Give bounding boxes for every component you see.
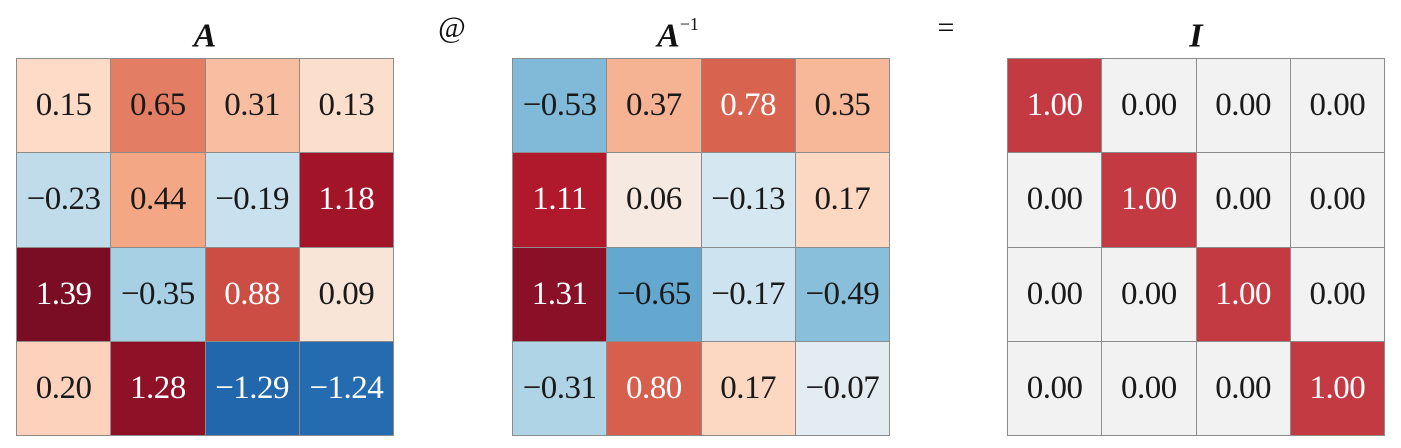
heatmap-cell: 0.00 — [1290, 247, 1385, 342]
heatmap-cell: 1.11 — [513, 153, 608, 248]
heatmap-cell: 1.00 — [1196, 247, 1291, 342]
title-a: A — [194, 6, 217, 54]
heatmap-cell: 1.28 — [111, 341, 206, 436]
heatmap-cell: 0.06 — [607, 153, 702, 248]
heatmap-cell: 0.00 — [1196, 153, 1291, 248]
heatmap-cell: 0.00 — [1008, 341, 1103, 436]
heatmap-cell: 0.65 — [111, 59, 206, 154]
heatmap-cell: 0.00 — [1196, 59, 1291, 154]
heatmap-cell: 0.00 — [1008, 153, 1103, 248]
title-identity: I — [1189, 6, 1202, 54]
heatmap-cell: 1.00 — [1008, 59, 1103, 154]
heatmap-cell: −0.31 — [513, 341, 608, 436]
matrix-a-inverse: −0.53 0.37 0.78 0.35 1.11 0.06 −0.13 0.17 1.31 −0… — [512, 58, 890, 436]
operator-equals: = — [937, 11, 955, 44]
title-a-text: A — [193, 17, 217, 55]
heatmap-cell: 1.18 — [299, 153, 394, 248]
heatmap-cell: 0.00 — [1196, 341, 1291, 436]
matrix-a: 0.15 0.65 0.31 0.13 −0.23 0.44 −0.19 1.18 1.39 −0… — [16, 58, 394, 436]
heatmap-cell: −0.49 — [795, 247, 890, 342]
title-a-inverse-text: A — [657, 17, 680, 55]
heatmap-cell: −0.35 — [111, 247, 206, 342]
heatmap-cell: 0.00 — [1008, 247, 1103, 342]
heatmap-cell: 0.31 — [205, 59, 300, 154]
heatmap-cell: 0.44 — [111, 153, 206, 248]
heatmap-cell: −0.65 — [607, 247, 702, 342]
heatmap-cell: 0.00 — [1102, 341, 1197, 436]
heatmap-cell: 0.17 — [795, 153, 890, 248]
heatmap-cell: 0.00 — [1290, 153, 1385, 248]
heatmap-cell: 0.35 — [795, 59, 890, 154]
matrix-identity: 1.00 0.00 0.00 0.00 0.00 1.00 0.00 0.00 0.00 0.00… — [1007, 58, 1385, 436]
heatmap-cell: 0.78 — [701, 59, 796, 154]
heatmap-cell: 0.13 — [299, 59, 394, 154]
heatmap-cell: 0.00 — [1102, 59, 1197, 154]
heatmap-cell: 0.15 — [17, 59, 112, 154]
title-a-inverse-sup: −1 — [679, 14, 699, 34]
heatmap-cell: −0.13 — [701, 153, 796, 248]
heatmap-cell: 0.88 — [205, 247, 300, 342]
heatmap-cell: 1.00 — [1290, 341, 1385, 436]
heatmap-cell: −0.19 — [205, 153, 300, 248]
heatmap-cell: −0.23 — [17, 153, 112, 248]
heatmap-cell: 0.17 — [701, 341, 796, 436]
heatmap-cell: −0.07 — [795, 341, 890, 436]
heatmap-cell: 1.00 — [1102, 153, 1197, 248]
heatmap-cell: 1.39 — [17, 247, 112, 342]
title-a-inverse: A−1 — [657, 6, 699, 54]
heatmap-cell: 0.00 — [1102, 247, 1197, 342]
operator-matmul: @ — [438, 11, 466, 44]
heatmap-cell: −0.53 — [513, 59, 608, 154]
heatmap-cell: 0.80 — [607, 341, 702, 436]
heatmap-cell: −1.29 — [205, 341, 300, 436]
heatmap-cell: 1.31 — [513, 247, 608, 342]
title-identity-text: I — [1189, 17, 1203, 55]
heatmap-cell: 0.37 — [607, 59, 702, 154]
heatmap-cell: −0.17 — [701, 247, 796, 342]
heatmap-cell: −1.24 — [299, 341, 394, 436]
heatmap-cell: 0.00 — [1290, 59, 1385, 154]
heatmap-cell: 0.09 — [299, 247, 394, 342]
heatmap-cell: 0.20 — [17, 341, 112, 436]
